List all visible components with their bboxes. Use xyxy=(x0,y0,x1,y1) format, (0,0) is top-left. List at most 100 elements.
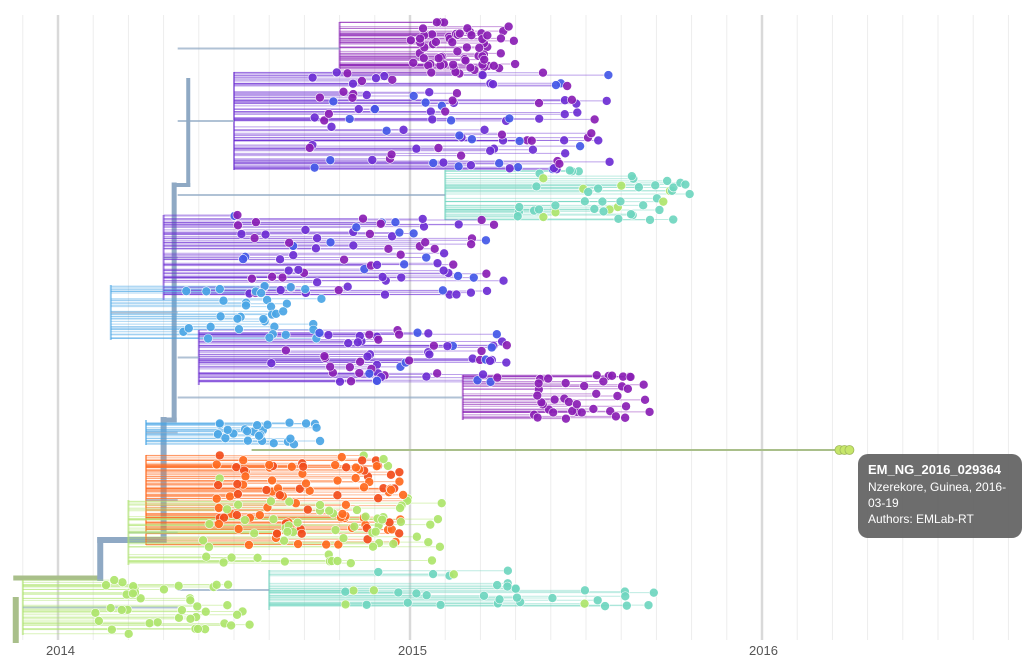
tip-node[interactable] xyxy=(668,214,679,225)
tip-node[interactable] xyxy=(448,59,458,70)
tip-node[interactable] xyxy=(152,617,163,628)
tip-node[interactable] xyxy=(488,79,498,89)
tip-node[interactable] xyxy=(311,243,321,254)
tip-node[interactable] xyxy=(452,46,463,57)
tip-node[interactable] xyxy=(466,160,476,171)
tip-node[interactable] xyxy=(109,575,120,585)
tip-node[interactable] xyxy=(492,329,502,340)
tip-node[interactable] xyxy=(438,265,449,276)
tip-node[interactable] xyxy=(215,284,225,294)
tip-node[interactable] xyxy=(613,214,624,224)
tip-node[interactable] xyxy=(424,349,435,360)
tip-node[interactable] xyxy=(377,514,387,525)
tip-node[interactable] xyxy=(432,258,443,269)
tip-node[interactable] xyxy=(502,581,513,592)
tip-node[interactable] xyxy=(123,629,134,639)
tip-node[interactable] xyxy=(215,311,226,322)
tip-node[interactable] xyxy=(211,580,222,590)
tip-node[interactable] xyxy=(232,610,242,620)
tip-node[interactable] xyxy=(278,306,288,317)
tip-node[interactable] xyxy=(514,136,525,146)
tip-node[interactable] xyxy=(249,233,260,243)
tip-node[interactable] xyxy=(496,48,506,59)
tip-node[interactable] xyxy=(593,183,603,194)
tip-node[interactable] xyxy=(371,73,381,83)
tip-node[interactable] xyxy=(452,88,462,99)
tip-node[interactable] xyxy=(394,467,405,477)
tip-node[interactable] xyxy=(368,541,378,552)
tip-node[interactable] xyxy=(398,490,408,500)
tip-node[interactable] xyxy=(567,406,577,416)
tip-node[interactable] xyxy=(266,358,277,369)
tip-node[interactable] xyxy=(560,378,571,388)
tip-node[interactable] xyxy=(117,577,128,588)
tip-node[interactable] xyxy=(301,478,311,489)
tip-node[interactable] xyxy=(293,265,304,275)
tip-node[interactable] xyxy=(588,404,599,414)
tip-node[interactable] xyxy=(370,526,381,537)
tip-node[interactable] xyxy=(107,624,117,635)
tip-node[interactable] xyxy=(408,91,419,101)
tip-node[interactable] xyxy=(435,600,446,610)
tip-node[interactable] xyxy=(214,418,225,429)
tip-node[interactable] xyxy=(592,595,603,606)
tip-node[interactable] xyxy=(201,286,212,297)
tip-node[interactable] xyxy=(538,173,549,184)
tip-node[interactable] xyxy=(192,601,203,612)
tip-node[interactable] xyxy=(432,17,442,28)
tip-node[interactable] xyxy=(421,590,432,601)
tip-node[interactable] xyxy=(501,357,512,368)
tip-node[interactable] xyxy=(394,329,404,340)
tip-node[interactable] xyxy=(232,210,243,220)
tip-node[interactable] xyxy=(213,480,223,490)
tip-node[interactable] xyxy=(219,512,229,523)
tip-node[interactable] xyxy=(616,180,627,191)
tip-node[interactable] xyxy=(332,475,343,486)
tip-node[interactable] xyxy=(348,585,359,596)
tip-node[interactable] xyxy=(390,217,401,227)
tip-node[interactable] xyxy=(460,55,471,66)
tip-node[interactable] xyxy=(593,135,604,146)
tip-node[interactable] xyxy=(201,551,212,562)
tip-node[interactable] xyxy=(418,53,429,63)
tip-node[interactable] xyxy=(354,368,365,378)
tip-node[interactable] xyxy=(396,272,407,283)
tip-node[interactable] xyxy=(466,30,477,41)
tip-node[interactable] xyxy=(513,162,523,172)
tip-node[interactable] xyxy=(586,128,597,139)
tip-node[interactable] xyxy=(479,54,489,65)
tip-node[interactable] xyxy=(375,218,386,229)
tip-node[interactable] xyxy=(353,337,363,348)
tip-node[interactable] xyxy=(503,21,514,32)
tip-node[interactable] xyxy=(282,298,292,309)
tip-node[interactable] xyxy=(612,391,623,401)
tip-node[interactable] xyxy=(222,425,233,435)
tip-node[interactable] xyxy=(468,272,479,283)
tip-node[interactable] xyxy=(454,28,465,39)
tip-node[interactable] xyxy=(214,503,224,513)
tip-node[interactable] xyxy=(312,277,322,288)
tip-node[interactable] xyxy=(225,491,235,502)
tip-node[interactable] xyxy=(292,517,303,528)
tip-node[interactable] xyxy=(575,141,585,151)
tip-node[interactable] xyxy=(371,461,382,471)
tip-node[interactable] xyxy=(482,30,493,41)
tip-node[interactable] xyxy=(465,62,476,73)
tip-node[interactable] xyxy=(510,583,521,594)
tip-node[interactable] xyxy=(598,206,609,217)
tip-node[interactable] xyxy=(514,202,525,212)
tip-node[interactable] xyxy=(402,597,413,608)
tip-node[interactable] xyxy=(200,606,211,617)
tip-node[interactable] xyxy=(526,135,537,146)
tip-node[interactable] xyxy=(345,558,356,568)
tip-node[interactable] xyxy=(567,94,577,105)
tip-node[interactable] xyxy=(330,525,341,535)
tip-node[interactable] xyxy=(330,460,340,470)
tip-node[interactable] xyxy=(572,107,583,118)
tip-node[interactable] xyxy=(625,372,636,382)
tip-node[interactable] xyxy=(598,376,609,387)
tip-node[interactable] xyxy=(372,260,382,270)
tip-node[interactable] xyxy=(344,114,355,124)
tip-node[interactable] xyxy=(338,533,349,543)
tip-node[interactable] xyxy=(572,399,582,410)
